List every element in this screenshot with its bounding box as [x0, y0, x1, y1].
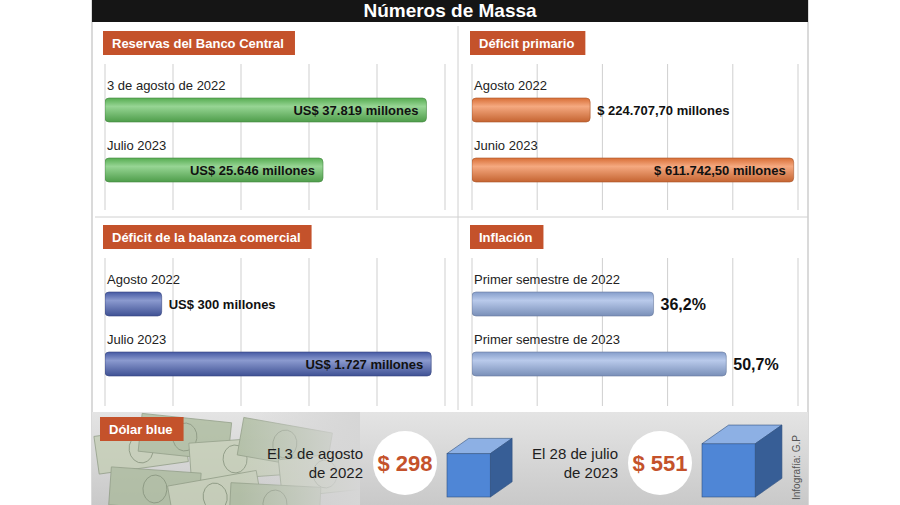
- header-box: [470, 225, 543, 249]
- panel-title: Reservas del Banco Central: [112, 36, 284, 51]
- grid-line: [472, 258, 473, 406]
- grid-line: [241, 64, 242, 210]
- title: Números de Massa: [363, 0, 537, 21]
- grid-line: [105, 258, 106, 406]
- cube-front: [447, 454, 490, 497]
- separator: [458, 26, 459, 410]
- cube-front: [702, 444, 755, 497]
- panel-title: Déficit de la balanza comercial: [112, 230, 301, 245]
- cube: [447, 438, 512, 497]
- panel-header: Déficit primario: [470, 31, 585, 55]
- panel-title: Déficit primario: [479, 36, 574, 51]
- bar-panel: 3 de agosto de 2022 US$ 37.819 millones Ju…: [105, 64, 445, 210]
- grid-line: [105, 64, 106, 210]
- bar: [105, 352, 431, 376]
- bar-panel: Agosto 2022 US$ 300 millones Julio 2023 US$…: [105, 258, 445, 406]
- data-label: US$ 37.819 millones: [293, 103, 418, 118]
- panel-header: Reservas del Banco Central: [103, 31, 295, 55]
- bars: [105, 292, 431, 376]
- bars: [472, 292, 726, 376]
- bar: [472, 292, 654, 316]
- grid-line: [377, 64, 378, 210]
- bar: [472, 352, 726, 376]
- frame: [92, 0, 808, 505]
- category-label: 3 de agosto de 2022: [107, 78, 226, 93]
- category-label: Julio 2023: [107, 332, 166, 347]
- data-label: $ 611.742,50 millones: [654, 163, 786, 178]
- grid-line: [309, 258, 310, 406]
- grid-line: [472, 64, 473, 210]
- category-label: Agosto 2022: [107, 272, 180, 287]
- data-label: $ 224.707,70 millones: [597, 103, 729, 118]
- data-label: $ 551: [632, 451, 687, 476]
- grid-line: [798, 258, 799, 406]
- grid-line: [732, 258, 733, 406]
- grid-line: [377, 258, 378, 406]
- label-line: de 2023: [564, 464, 618, 481]
- cube-side: [490, 438, 512, 497]
- value-circle: [373, 431, 437, 495]
- panel-title: Inflación: [479, 230, 533, 245]
- bars: [472, 98, 794, 182]
- credit: Infografía: G.P: [791, 435, 802, 500]
- bar: [105, 98, 426, 122]
- cube: [702, 425, 782, 497]
- data-label: US$ 300 millones: [169, 297, 276, 312]
- grid-line: [602, 64, 603, 210]
- bar-panel: Agosto 2022 $ 224.707,70 millones Junio 20…: [472, 64, 798, 210]
- header-box: [103, 31, 295, 55]
- bars: [105, 98, 426, 182]
- header-box: [470, 31, 585, 55]
- data-label: 50,7%: [733, 356, 778, 373]
- note-oval: [142, 474, 168, 504]
- grid-line: [445, 64, 446, 210]
- grid-line: [798, 64, 799, 210]
- grid-line: [667, 258, 668, 406]
- label-line: El 28 de julio: [532, 445, 618, 462]
- category-label: Junio 2023: [474, 138, 538, 153]
- category-label: Primer semestre de 2023: [474, 332, 620, 347]
- data-label: US$ 1.727 millones: [305, 357, 423, 372]
- labels: 3 de agosto de 2022 US$ 37.819 millones Ju…: [107, 78, 418, 178]
- category-label: Agosto 2022: [474, 78, 547, 93]
- data-label: 36,2%: [661, 296, 706, 313]
- bar: [105, 292, 162, 316]
- label-line: El 3 de agosto: [267, 445, 363, 462]
- bar: [105, 158, 323, 182]
- separator: [95, 217, 808, 218]
- labels: Agosto 2022 US$ 300 millones Julio 2023 US$…: [107, 272, 423, 372]
- header-box: [103, 225, 312, 249]
- labels: Agosto 2022 $ 224.707,70 millones Junio 20…: [474, 78, 786, 178]
- strip-right: [360, 412, 808, 505]
- grid-line: [732, 64, 733, 210]
- panel-header: Déficit de la balanza comercial: [103, 225, 312, 249]
- category-label: El 28 de julio de 2023: [532, 445, 618, 481]
- category-label: Primer semestre de 2022: [474, 272, 620, 287]
- cube-side: [755, 425, 782, 497]
- grid-line: [445, 258, 446, 406]
- value-circle: [628, 431, 692, 495]
- bar: [472, 98, 590, 122]
- data-label: US$ 25.646 millones: [190, 163, 315, 178]
- label-line: de 2022: [309, 464, 363, 481]
- infographic: Números de Massa 3 de agosto de 2022 US$ 3…: [0, 0, 900, 505]
- labels: Primer semestre de 2022 36,2% Primer semes…: [474, 272, 779, 373]
- category-label: El 3 de agosto de 2022: [267, 445, 363, 481]
- grid-line: [667, 64, 668, 210]
- grid-line: [309, 64, 310, 210]
- panel-title: Dólar blue: [109, 422, 173, 437]
- data-label: $ 298: [377, 451, 432, 476]
- page: {"title": "Números de Massa", "credit": …: [0, 0, 900, 505]
- header-box: [100, 417, 184, 441]
- panel-header: Dólar blue: [100, 417, 184, 441]
- grid-line: [241, 258, 242, 406]
- title-bar: [92, 0, 808, 22]
- note-oval: [201, 481, 229, 505]
- category-label: Julio 2023: [107, 138, 166, 153]
- bar-panel: Primer semestre de 2022 36,2% Primer semes…: [472, 258, 798, 406]
- bar: [472, 158, 794, 182]
- panel-header: Inflación: [470, 225, 543, 249]
